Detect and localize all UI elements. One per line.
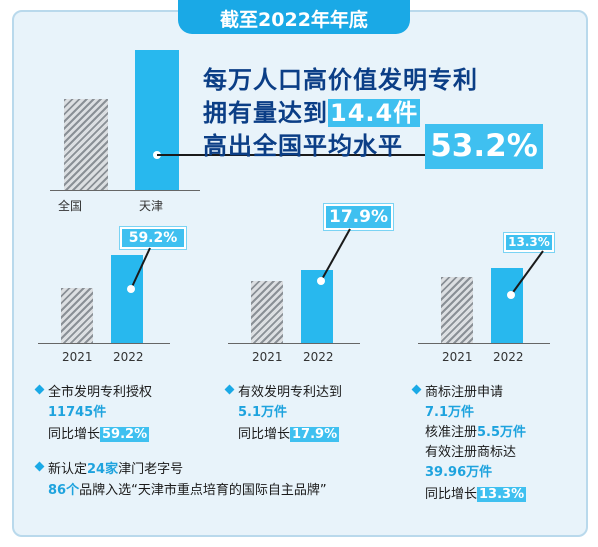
b4-l1-suffix: 津门老字号 <box>118 462 184 477</box>
x-label-tianjin: 天津 <box>139 199 164 213</box>
b3-growth: 同比增长 13.3% <box>425 483 527 502</box>
b3-growth-value: 13.3% <box>477 487 527 502</box>
b1-title: 全市发明专利授权 <box>48 385 153 400</box>
headline-line1: 每万人口高价值发明专利 <box>203 66 478 94</box>
headline-line2-value: 14.4件 <box>328 99 421 127</box>
b1-growth-prefix: 同比增长 <box>48 427 101 442</box>
b4-l1-prefix: 新认定 <box>48 462 88 477</box>
chart3-x-2021: 2021 <box>442 350 473 364</box>
page-title: 截至2022年年底 <box>220 9 368 31</box>
chart2-dot <box>317 277 325 285</box>
bar-national <box>64 98 108 190</box>
b3-line3: 核准注册5.5万件 <box>425 421 526 440</box>
b1-growth-value: 59.2% <box>100 427 150 442</box>
top-connector-line <box>157 154 440 156</box>
headline-line2-prefix: 拥有量达到 <box>203 99 328 127</box>
b2-growth-prefix: 同比增长 <box>238 427 291 442</box>
chart2-bar-2021 <box>251 280 283 343</box>
chart3-dot <box>507 291 515 299</box>
b2-title: 有效发明专利达到 <box>238 385 343 400</box>
b4-l2-text: 品牌入选“天津市重点培育的国际自主品牌” <box>79 483 327 498</box>
b2-growth: 同比增长 17.9% <box>238 423 340 442</box>
b1-value: 11745件 <box>48 405 107 420</box>
x-label-national: 全国 <box>58 199 83 213</box>
chart1-dot <box>127 285 135 293</box>
chart3-bar-2021 <box>441 276 473 343</box>
chart3-callout: 13.3% <box>503 232 555 253</box>
b3-value: 7.1万件 <box>425 405 475 420</box>
chart3-baseline <box>418 343 550 344</box>
chart1-callout: 59.2% <box>119 226 187 250</box>
b3-l3-prefix: 核准注册 <box>425 425 478 440</box>
chart2-callout: 17.9% <box>323 203 394 231</box>
chart2-x-2022: 2022 <box>303 350 334 364</box>
b4-line2: 86个品牌入选“天津市重点培育的国际自主品牌” <box>48 479 327 498</box>
top-chart-baseline <box>50 190 200 191</box>
b4-line1: 新认定24家津门老字号 <box>48 458 183 477</box>
chart3-bar-2022 <box>491 267 523 343</box>
chart1-bar-2022 <box>111 254 143 343</box>
chart1-baseline <box>38 343 170 344</box>
headline-line3: 高出全国平均水平 <box>203 132 403 160</box>
b3-l3-value: 5.5万件 <box>477 425 527 440</box>
chart1-x-2022: 2022 <box>113 350 144 364</box>
b3-growth-prefix: 同比增长 <box>425 487 478 502</box>
b3-title: 商标注册申请 <box>425 385 504 400</box>
big-value: 53.2% <box>430 128 538 164</box>
title-banner <box>178 0 410 34</box>
chart1-x-2021: 2021 <box>62 350 93 364</box>
b4-l1-value: 24家 <box>87 462 119 477</box>
b1-growth: 同比增长 59.2% <box>48 423 150 442</box>
bar-tianjin <box>135 49 179 190</box>
chart2-x-2021: 2021 <box>252 350 283 364</box>
b2-value: 5.1万件 <box>238 405 288 420</box>
b4-l2-value: 86个 <box>48 483 80 498</box>
chart3-x-2022: 2022 <box>493 350 524 364</box>
chart2-baseline <box>228 343 360 344</box>
headline-line2: 拥有量达到14.4件 <box>203 93 421 128</box>
chart1-bar-2021 <box>61 287 93 343</box>
b3-line5: 39.96万件 <box>425 465 493 480</box>
b2-growth-value: 17.9% <box>290 427 340 442</box>
b3-line4: 有效注册商标达 <box>425 445 517 460</box>
big-value-box <box>425 124 543 169</box>
